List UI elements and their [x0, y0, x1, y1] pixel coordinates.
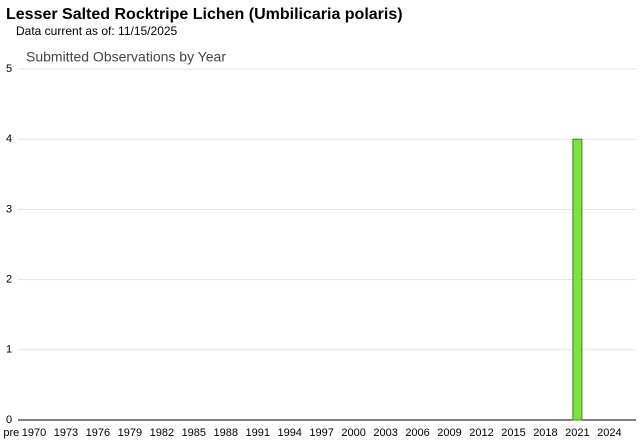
x-tick-label: 2015	[501, 427, 525, 439]
x-tick-label: 2024	[597, 427, 621, 439]
x-tick-label: 1979	[118, 427, 142, 439]
y-tick-label: 4	[6, 133, 12, 145]
x-tick-label: 1982	[150, 427, 174, 439]
x-tick-label: 2012	[469, 427, 493, 439]
bar	[572, 138, 583, 421]
x-tick-label: 1973	[54, 427, 78, 439]
x-tick-label: 2021	[565, 427, 589, 439]
y-tick-label: 2	[6, 274, 12, 286]
x-tick-label: 1970	[22, 427, 46, 439]
x-tick-label: 1991	[245, 427, 269, 439]
chart-title: Submitted Observations by Year	[26, 49, 226, 65]
x-tick-label: 1994	[277, 427, 301, 439]
x-tick-label: 2006	[405, 427, 429, 439]
x-tick-label: 1997	[309, 427, 333, 439]
x-tick-label: 1976	[86, 427, 110, 439]
x-tick-label: 2000	[341, 427, 365, 439]
y-tick-label: 1	[6, 344, 12, 356]
page-subtitle: Data current as of: 11/15/2025	[16, 24, 178, 38]
page-title: Lesser Salted Rocktripe Lichen (Umbilica…	[6, 6, 403, 23]
x-tick-label: 1985	[182, 427, 206, 439]
x-tick-label: 2009	[437, 427, 461, 439]
y-tick-label: 0	[6, 414, 12, 426]
y-tick-label: 3	[6, 203, 12, 215]
y-tick-label: 5	[6, 63, 12, 75]
x-tick-label: pre	[3, 427, 19, 439]
x-tick-label: 2018	[533, 427, 557, 439]
x-tick-label: 2003	[373, 427, 397, 439]
x-tick-label: 1988	[214, 427, 238, 439]
